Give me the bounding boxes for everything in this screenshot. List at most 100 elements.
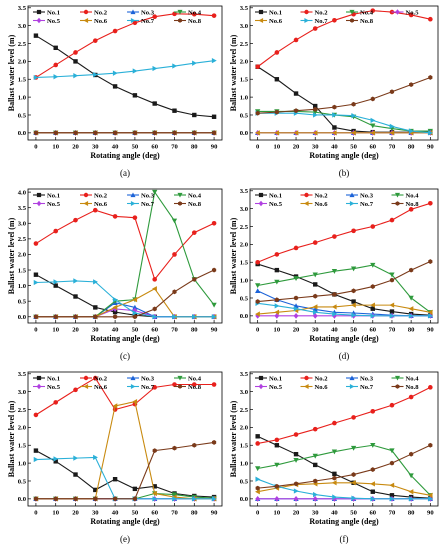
legend-label: No.2 bbox=[315, 375, 329, 382]
data-point bbox=[313, 240, 318, 245]
data-point bbox=[409, 306, 414, 311]
x-tick-label: 50 bbox=[350, 144, 357, 151]
x-tick-label: 0 bbox=[34, 327, 38, 334]
x-tick-label: 0 bbox=[34, 510, 38, 517]
legend-marker bbox=[304, 376, 308, 380]
y-tick-label: 3.0 bbox=[240, 389, 249, 396]
data-point bbox=[53, 63, 58, 68]
data-point bbox=[133, 215, 138, 220]
legend-label: No.5 bbox=[47, 384, 61, 391]
legend-label: No.4 bbox=[188, 375, 202, 382]
legend-label: No.8 bbox=[188, 384, 202, 391]
data-point bbox=[54, 74, 59, 79]
data-point bbox=[294, 432, 299, 437]
x-tick-label: 30 bbox=[312, 327, 319, 334]
x-axis-title: Rotating angle (deg) bbox=[309, 151, 379, 160]
series-line bbox=[258, 11, 431, 67]
legend-label: No.6 bbox=[315, 201, 329, 208]
legend-marker bbox=[84, 10, 88, 14]
data-point bbox=[212, 440, 216, 445]
legend-label: No.1 bbox=[47, 192, 60, 199]
data-point bbox=[133, 487, 137, 491]
x-tick-label: 80 bbox=[191, 144, 198, 151]
x-tick-label: 40 bbox=[331, 144, 338, 151]
legend-marker bbox=[84, 193, 88, 197]
y-tick-label: 0.0 bbox=[240, 130, 249, 137]
legend-label: No.1 bbox=[269, 9, 282, 16]
data-point bbox=[113, 84, 117, 88]
y-tick-label: 1.5 bbox=[18, 267, 27, 274]
y-tick-label: 1.5 bbox=[18, 77, 27, 84]
legend-marker bbox=[178, 18, 182, 23]
x-tick-label: 10 bbox=[52, 327, 59, 334]
plot-frame bbox=[28, 189, 222, 323]
data-point bbox=[255, 64, 260, 69]
legend-marker bbox=[304, 193, 308, 197]
data-point bbox=[370, 409, 375, 414]
legend: No.1 No.2 No.3 No.4 No.5 No.6 No.7 No.8 bbox=[33, 375, 202, 391]
series-no-6 bbox=[33, 286, 216, 319]
x-tick-label: 20 bbox=[72, 144, 79, 151]
data-point bbox=[73, 59, 77, 63]
data-point bbox=[53, 229, 58, 234]
legend-label: No.6 bbox=[315, 384, 329, 391]
y-tick-label: 0.5 bbox=[18, 478, 27, 485]
legend-marker bbox=[395, 384, 399, 389]
y-tick-label: 1.5 bbox=[18, 443, 27, 450]
legend-label: No.8 bbox=[406, 384, 420, 391]
panel-label: (c) bbox=[120, 351, 130, 361]
legend-label: No.6 bbox=[94, 201, 108, 208]
series-no-1 bbox=[255, 65, 432, 135]
series-no-8 bbox=[256, 75, 433, 116]
y-tick-label: 0.0 bbox=[18, 314, 27, 321]
x-tick-label: 80 bbox=[191, 327, 198, 334]
legend-label: No.1 bbox=[47, 375, 60, 382]
data-point bbox=[428, 443, 432, 448]
data-point bbox=[275, 77, 279, 81]
data-point bbox=[275, 268, 279, 272]
legend-label: No.8 bbox=[188, 18, 202, 25]
data-point bbox=[371, 284, 375, 289]
x-tick-label: 20 bbox=[293, 510, 300, 517]
series-line bbox=[258, 483, 431, 496]
data-point bbox=[409, 82, 413, 87]
y-tick-label: 0.5 bbox=[18, 112, 27, 119]
data-point bbox=[313, 463, 317, 467]
data-point bbox=[332, 105, 336, 110]
series-line bbox=[36, 309, 214, 317]
series-no-8 bbox=[34, 130, 216, 135]
data-point bbox=[332, 472, 336, 476]
panel-label: (a) bbox=[120, 168, 130, 178]
x-tick-label: 70 bbox=[171, 327, 178, 334]
data-point bbox=[428, 385, 433, 390]
series-line bbox=[258, 303, 431, 316]
legend-label: No.7 bbox=[141, 384, 155, 391]
legend-label: No.5 bbox=[47, 18, 61, 25]
data-point bbox=[152, 66, 157, 71]
y-tick-label: 2.0 bbox=[240, 59, 249, 66]
data-point bbox=[192, 113, 196, 117]
series-line bbox=[36, 451, 214, 497]
data-point bbox=[389, 302, 394, 307]
series-line bbox=[258, 387, 431, 443]
x-tick-label: 70 bbox=[389, 144, 396, 151]
y-tick-label: 3.0 bbox=[240, 206, 249, 213]
data-point bbox=[409, 268, 413, 273]
data-point bbox=[255, 283, 260, 288]
data-point bbox=[332, 304, 337, 309]
data-point bbox=[428, 17, 433, 22]
legend-label: No.2 bbox=[315, 192, 329, 199]
series-no-8 bbox=[34, 268, 216, 320]
data-point bbox=[409, 489, 414, 494]
data-point bbox=[93, 455, 98, 460]
data-point bbox=[313, 282, 317, 286]
legend-label: No.5 bbox=[47, 201, 61, 208]
x-tick-label: 90 bbox=[211, 327, 218, 334]
data-point bbox=[428, 201, 433, 206]
data-point bbox=[313, 427, 318, 432]
legend-marker bbox=[304, 384, 309, 389]
legend-label: No.1 bbox=[269, 375, 282, 382]
series-no-5 bbox=[33, 306, 216, 320]
y-tick-label: 2.5 bbox=[18, 236, 27, 243]
